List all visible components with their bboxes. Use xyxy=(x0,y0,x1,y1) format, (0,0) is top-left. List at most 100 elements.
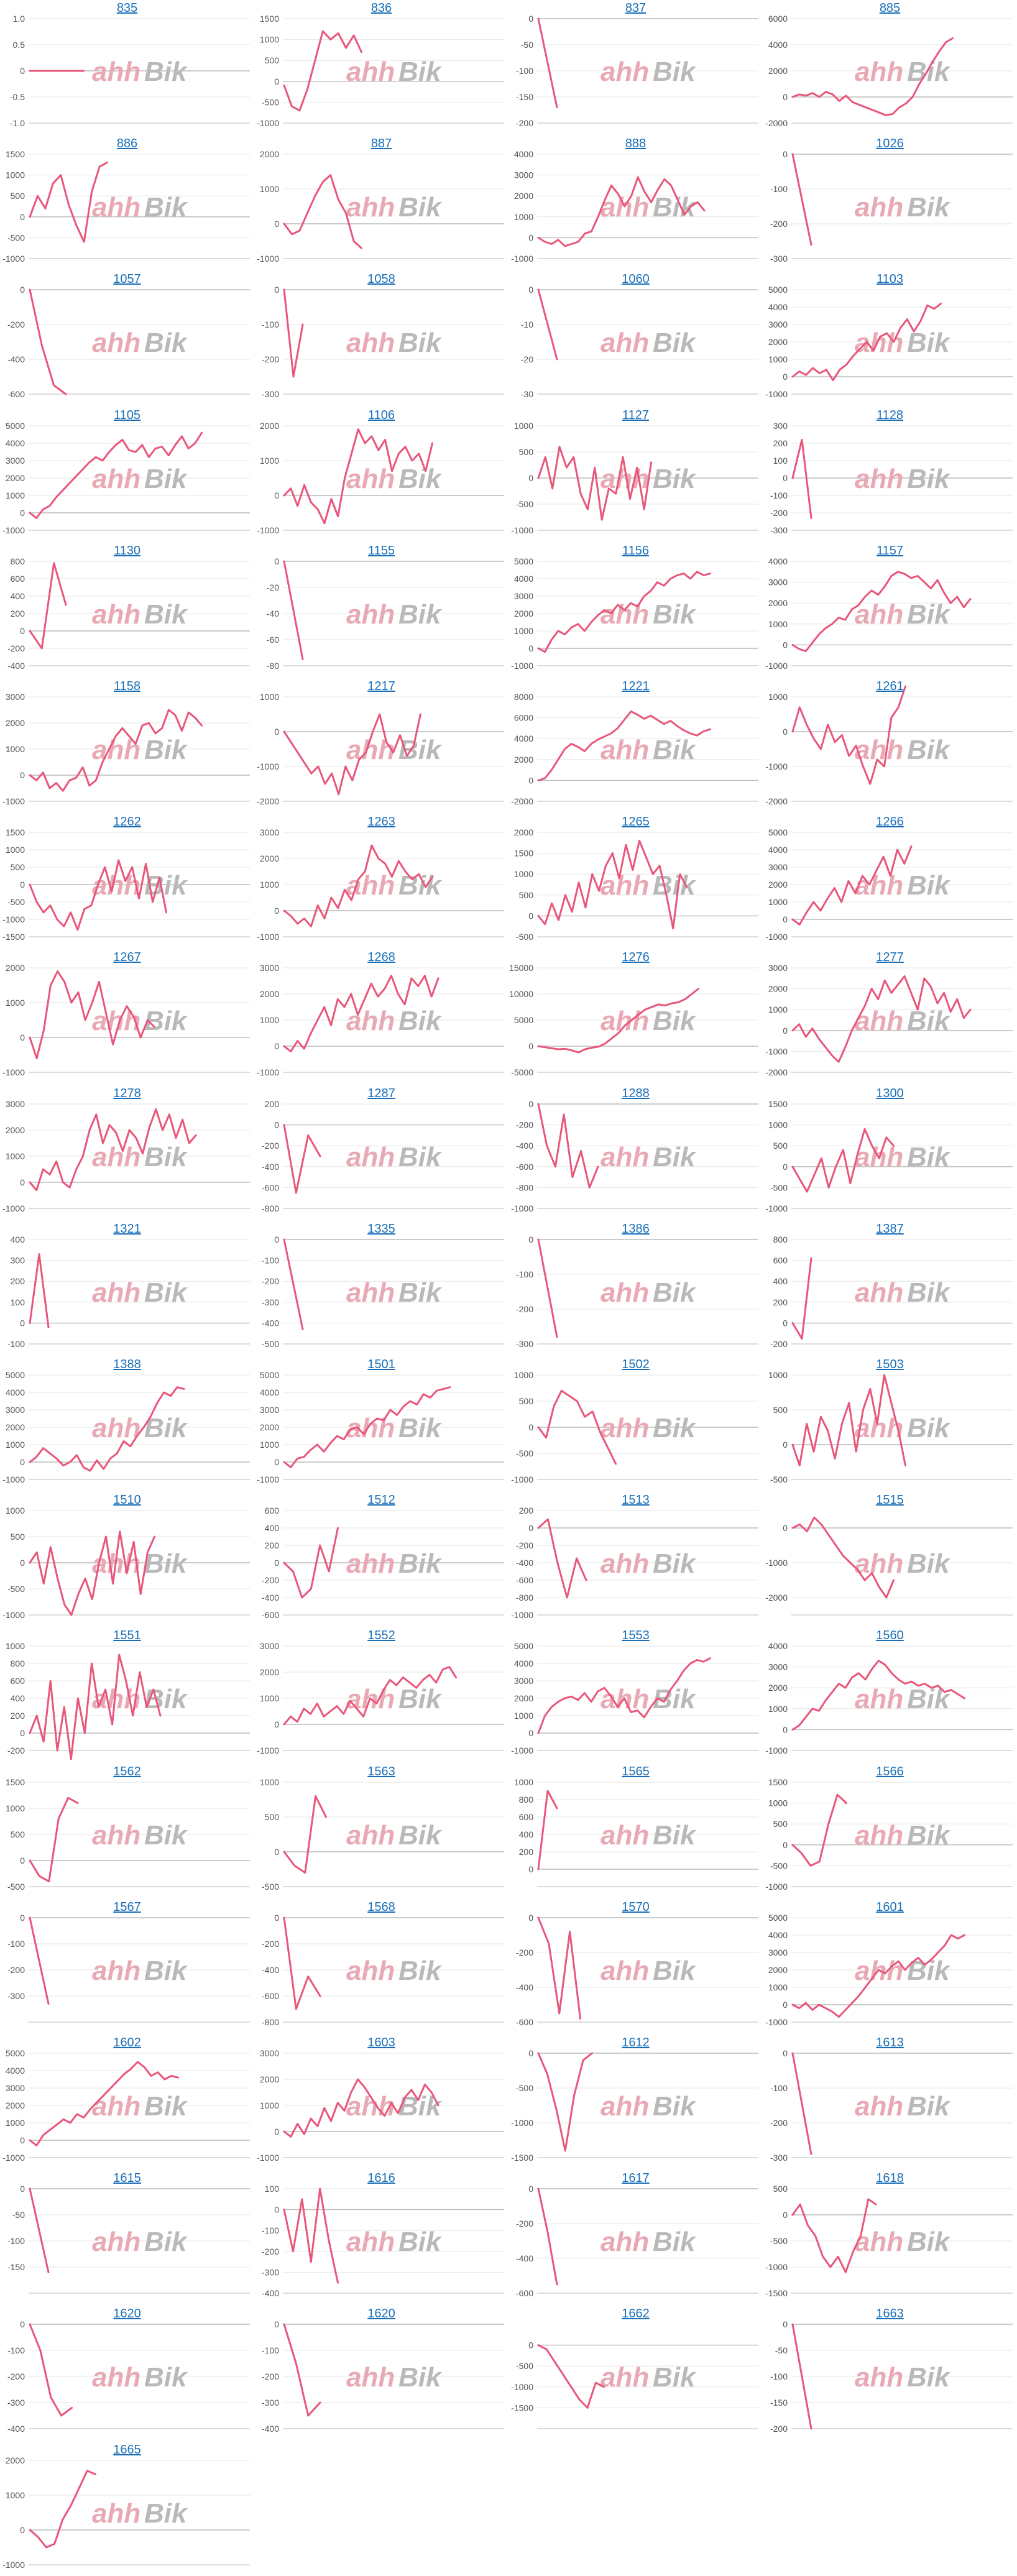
chart-title-link[interactable]: 1551 xyxy=(113,1629,141,1643)
chart-title-link[interactable]: 1300 xyxy=(876,1086,904,1100)
watermark-right: Bik xyxy=(907,870,951,901)
chart-title-link[interactable]: 1618 xyxy=(876,2171,904,2186)
y-tick-label: -1000 xyxy=(765,1047,788,1057)
chart-title-link[interactable]: 835 xyxy=(116,1,138,15)
chart-title-link[interactable]: 1277 xyxy=(876,950,904,965)
chart-title-link[interactable]: 1568 xyxy=(367,1900,395,1914)
chart-title-link[interactable]: 1501 xyxy=(367,1358,395,1371)
y-tick-label: -200 xyxy=(262,1141,279,1151)
chart-title-link[interactable]: 1266 xyxy=(876,815,904,829)
y-tick-label: -400 xyxy=(7,661,25,671)
chart-title-link[interactable]: 1566 xyxy=(876,1764,904,1778)
chart-title-link[interactable]: 1157 xyxy=(876,543,903,558)
series-line xyxy=(283,844,433,927)
chart-title-link[interactable]: 1515 xyxy=(876,1493,904,1507)
chart-title-link[interactable]: 1276 xyxy=(622,950,650,965)
chart-title-link[interactable]: 888 xyxy=(625,137,647,151)
chart-title-link[interactable]: 1603 xyxy=(367,2036,395,2049)
chart-title-link[interactable]: 1512 xyxy=(367,1493,395,1507)
chart-title-link[interactable]: 1612 xyxy=(622,2036,650,2049)
y-tick-label: 0 xyxy=(20,2319,25,2329)
chart-title-link[interactable]: 1616 xyxy=(367,2171,395,2186)
y-tick-label: 0 xyxy=(528,643,533,653)
chart-title-link[interactable]: 1387 xyxy=(876,1221,904,1236)
chart-title-link[interactable]: 1265 xyxy=(622,815,650,829)
chart-title-link[interactable]: 1617 xyxy=(622,2171,650,2186)
chart-title-link[interactable]: 1662 xyxy=(622,2307,650,2321)
chart-title-link[interactable]: 1601 xyxy=(876,1900,904,1914)
chart-title-link[interactable]: 1510 xyxy=(113,1493,141,1507)
chart-title-link[interactable]: 885 xyxy=(879,1,901,15)
chart-title-link[interactable]: 1105 xyxy=(113,408,140,422)
chart-title-link[interactable]: 1288 xyxy=(622,1086,650,1100)
chart-title-link[interactable]: 837 xyxy=(625,1,647,15)
watermark-left: ahh xyxy=(855,870,903,901)
watermark-right: Bik xyxy=(907,1820,951,1851)
y-tick-label: 0 xyxy=(274,1120,279,1129)
chart-title-link[interactable]: 1388 xyxy=(113,1358,141,1371)
chart-title-link[interactable]: 1615 xyxy=(113,2171,141,2186)
chart-panel: 3000 2000 1000 0 -1000 ahh Bik 1603 xyxy=(254,2035,509,2169)
chart-title-link[interactable]: 886 xyxy=(116,137,138,151)
chart-title-link[interactable]: 887 xyxy=(370,137,392,151)
chart-title-link[interactable]: 1156 xyxy=(622,543,649,558)
chart-title-link[interactable]: 1553 xyxy=(622,1629,650,1643)
chart-title-link[interactable]: 1563 xyxy=(367,1764,395,1778)
chart-title-link[interactable]: 1570 xyxy=(622,1900,650,1914)
chart-title-link[interactable]: 1620 xyxy=(367,2307,395,2321)
y-tick-label: 500 xyxy=(11,191,25,201)
chart-title-link[interactable]: 1155 xyxy=(367,543,395,558)
chart-title-link[interactable]: 1278 xyxy=(113,1086,141,1100)
chart-title-link[interactable]: 1217 xyxy=(367,679,395,693)
chart-title-link[interactable]: 1602 xyxy=(113,2036,141,2049)
chart-svg: 2000 1500 1000 500 0 -500 ahh Bik xyxy=(514,827,758,942)
chart-title-link[interactable]: 1221 xyxy=(622,679,650,693)
chart-title-link[interactable]: 1268 xyxy=(367,950,395,965)
chart-title-link[interactable]: 1267 xyxy=(113,950,141,965)
chart-title-link[interactable]: 1335 xyxy=(367,1221,395,1236)
series-line xyxy=(791,1516,895,1599)
chart-title-link[interactable]: 1560 xyxy=(876,1629,904,1643)
chart-title-link[interactable]: 1321 xyxy=(113,1221,141,1236)
y-tick-label: 200 xyxy=(265,1540,280,1550)
chart-title-link[interactable]: 1502 xyxy=(622,1358,650,1371)
y-tick-label: 2000 xyxy=(6,2455,25,2465)
y-tick-label: 1000 xyxy=(6,2118,25,2128)
chart-title-link[interactable]: 1620 xyxy=(113,2307,141,2321)
chart-title-link[interactable]: 1158 xyxy=(113,679,140,693)
chart-title-link[interactable]: 1130 xyxy=(113,543,140,558)
y-tick-label: 1000 xyxy=(260,2100,279,2110)
chart-title-link[interactable]: 1127 xyxy=(622,408,649,422)
y-tick-label: -600 xyxy=(516,2288,533,2298)
chart-title-link[interactable]: 1513 xyxy=(622,1493,650,1507)
chart-title-link[interactable]: 1565 xyxy=(622,1764,650,1778)
y-tick-label: -100 xyxy=(770,2083,788,2093)
chart-title-link[interactable]: 1287 xyxy=(367,1086,395,1100)
chart-title-link[interactable]: 1552 xyxy=(367,1629,395,1643)
chart-title-link[interactable]: 1261 xyxy=(876,679,904,693)
chart-title-link[interactable]: 1562 xyxy=(113,1764,141,1778)
watermark-right: Bik xyxy=(144,2362,188,2393)
chart-title-link[interactable]: 1058 xyxy=(367,272,395,287)
series-line xyxy=(791,438,812,519)
chart-title-link[interactable]: 1665 xyxy=(113,2442,141,2457)
chart-title-link[interactable]: 1262 xyxy=(113,815,141,829)
chart-title-link[interactable]: 1128 xyxy=(876,408,903,422)
chart-title-link[interactable]: 1106 xyxy=(367,408,395,422)
chart-title-link[interactable]: 1103 xyxy=(876,272,903,287)
chart-title-link[interactable]: 1663 xyxy=(876,2307,904,2321)
chart-title-link[interactable]: 1057 xyxy=(113,272,141,287)
watermark-left: ahh xyxy=(346,1820,395,1851)
chart-title-link[interactable]: 1503 xyxy=(876,1358,904,1371)
chart-title-link[interactable]: 836 xyxy=(370,1,392,15)
chart-title-link[interactable]: 1613 xyxy=(876,2036,904,2049)
chart-title-link[interactable]: 1026 xyxy=(876,137,904,151)
series-line xyxy=(283,1386,451,1468)
chart-title-link[interactable]: 1567 xyxy=(113,1900,141,1914)
chart-title-link[interactable]: 1386 xyxy=(622,1221,650,1236)
chart-title-link[interactable]: 1263 xyxy=(367,815,395,829)
y-tick-label: 1000 xyxy=(260,880,279,890)
chart-title-link[interactable]: 1060 xyxy=(622,272,650,287)
series-line xyxy=(791,2052,812,2155)
watermark-right: Bik xyxy=(653,735,697,765)
